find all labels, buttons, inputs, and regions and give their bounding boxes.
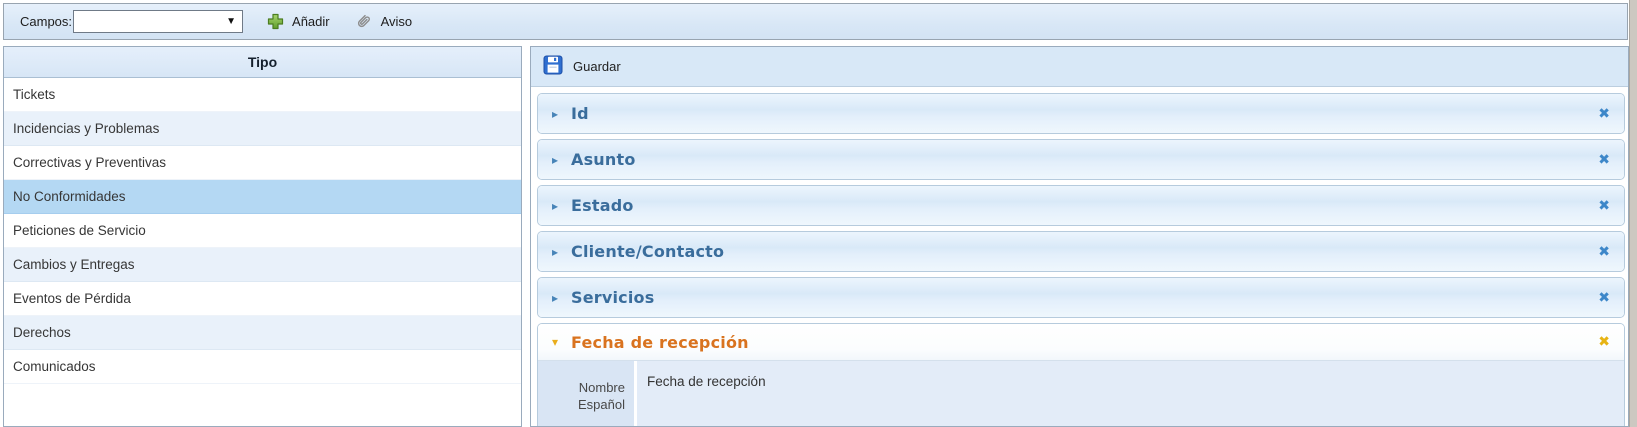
save-button-label: Guardar <box>573 59 621 74</box>
section-title: Servicios <box>571 288 655 307</box>
save-button[interactable]: Guardar <box>543 55 621 78</box>
section-estado-header[interactable]: ▸ Estado ✖ <box>538 186 1624 225</box>
top-toolbar: Campos: ▼ Añadir <box>3 3 1628 40</box>
field-label: Nombre Español <box>538 361 634 426</box>
vertical-scrollbar[interactable] <box>1629 0 1637 427</box>
floppy-disk-icon <box>543 55 563 78</box>
section-cliente-contacto: ▸ Cliente/Contacto ✖ <box>537 231 1625 272</box>
section-asunto: ▸ Asunto ✖ <box>537 139 1625 180</box>
section-title: Estado <box>571 196 634 215</box>
chevron-right-icon: ▸ <box>552 244 559 259</box>
section-servicios: ▸ Servicios ✖ <box>537 277 1625 318</box>
field-value: Fecha de recepción <box>637 361 1624 426</box>
chevron-right-icon: ▸ <box>552 152 559 167</box>
section-servicios-header[interactable]: ▸ Servicios ✖ <box>538 278 1624 317</box>
section-estado: ▸ Estado ✖ <box>537 185 1625 226</box>
close-icon[interactable]: ✖ <box>1598 289 1610 306</box>
tipo-row-peticiones[interactable]: Peticiones de Servicio <box>4 214 521 248</box>
section-title: Cliente/Contacto <box>571 242 725 261</box>
tipo-row-incidencias[interactable]: Incidencias y Problemas <box>4 112 521 146</box>
section-id: ▸ Id ✖ <box>537 93 1625 134</box>
section-id-header[interactable]: ▸ Id ✖ <box>538 94 1624 133</box>
close-icon[interactable]: ✖ <box>1598 243 1610 260</box>
section-fecha-de-recepcion-header[interactable]: ▾ Fecha de recepción ✖ <box>538 324 1624 361</box>
tipo-row-eventos[interactable]: Eventos de Pérdida <box>4 282 521 316</box>
aviso-button[interactable]: Aviso <box>354 12 413 31</box>
tipo-row-comunicados[interactable]: Comunicados <box>4 350 521 384</box>
chevron-right-icon: ▸ <box>552 290 559 305</box>
tipo-row-cambios[interactable]: Cambios y Entregas <box>4 248 521 282</box>
field-row-nombre-espanol: Nombre Español Fecha de recepción <box>538 361 1624 426</box>
aviso-button-label: Aviso <box>380 14 413 29</box>
dropdown-arrow-icon: ▼ <box>226 15 237 27</box>
tipo-panel: Tipo Tickets Incidencias y Problemas Cor… <box>3 46 522 427</box>
tipo-row-derechos[interactable]: Derechos <box>4 316 521 350</box>
anadir-button[interactable]: Añadir <box>267 13 330 30</box>
anadir-button-label: Añadir <box>292 14 330 29</box>
tipo-row-tickets[interactable]: Tickets <box>4 78 521 112</box>
tipo-row-correctivas[interactable]: Correctivas y Preventivas <box>4 146 521 180</box>
chevron-right-icon: ▸ <box>552 106 559 121</box>
close-icon[interactable]: ✖ <box>1598 105 1610 122</box>
section-title: Id <box>571 104 589 123</box>
save-toolbar: Guardar <box>531 47 1628 87</box>
paperclip-icon <box>354 12 373 31</box>
tipo-row-no-conformidades[interactable]: No Conformidades <box>4 180 521 214</box>
campos-label: Campos: <box>20 14 73 29</box>
fields-panel: Guardar ▸ Id ✖ ▸ Asunto ✖ ▸ <box>530 46 1629 427</box>
field-sections: ▸ Id ✖ ▸ Asunto ✖ ▸ Estado ✖ <box>531 87 1628 426</box>
section-asunto-header[interactable]: ▸ Asunto ✖ <box>538 140 1624 179</box>
close-icon[interactable]: ✖ <box>1598 334 1610 350</box>
close-icon[interactable]: ✖ <box>1598 151 1610 168</box>
chevron-right-icon: ▸ <box>552 198 559 213</box>
close-icon[interactable]: ✖ <box>1598 197 1610 214</box>
tipo-column-header[interactable]: Tipo <box>4 47 521 78</box>
section-title: Fecha de recepción <box>571 332 749 352</box>
section-fecha-de-recepcion: ▾ Fecha de recepción ✖ Nombre Español Fe… <box>537 323 1625 426</box>
section-cliente-contacto-header[interactable]: ▸ Cliente/Contacto ✖ <box>538 232 1624 271</box>
campos-select[interactable]: ▼ <box>73 10 244 33</box>
section-title: Asunto <box>571 150 636 169</box>
chevron-down-icon: ▾ <box>552 335 559 349</box>
plus-icon <box>267 13 284 30</box>
